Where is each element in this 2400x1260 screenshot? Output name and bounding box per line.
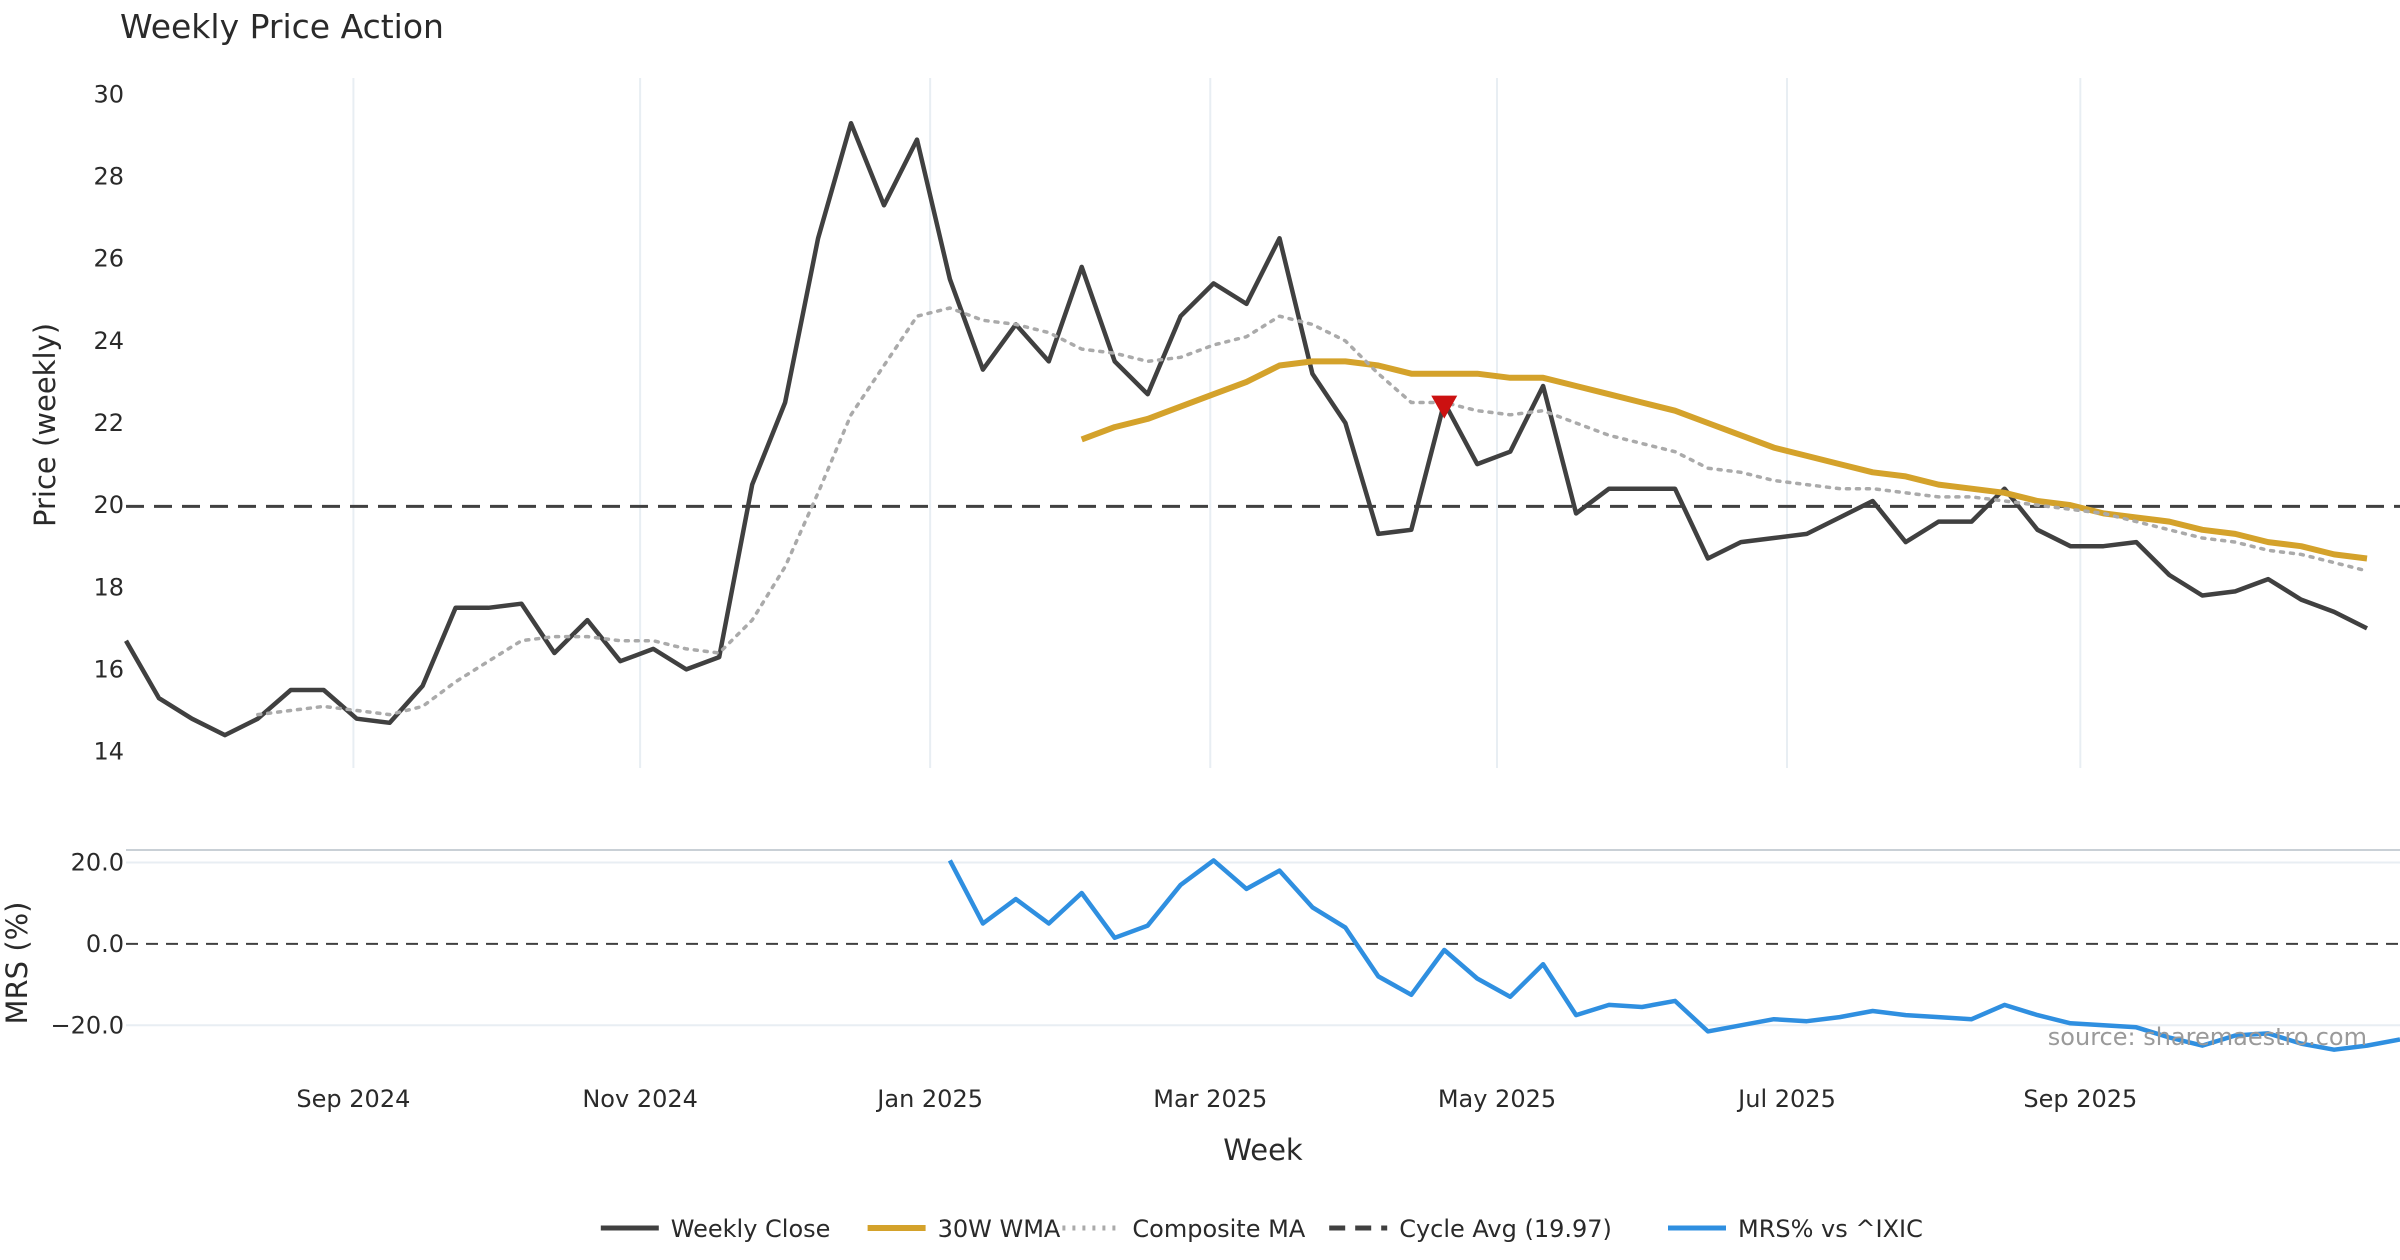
mrs-y-tick-label: 0.0 xyxy=(86,930,124,958)
price-markers xyxy=(1431,395,1458,419)
price-y-tick-label: 22 xyxy=(93,409,124,437)
price-y-tick-label: 20 xyxy=(93,491,124,519)
chart-title: Weekly Price Action xyxy=(120,7,444,46)
series-mrs-vs-ixic xyxy=(947,858,2400,1052)
price-y-tick-label: 24 xyxy=(93,327,124,355)
mrs-panel: 20.0 0.0 −20.0 MRS (%) source: sharemaestr… xyxy=(0,848,2400,1052)
mrs-y-axis-label: MRS (%) xyxy=(0,902,34,1025)
sell-signal-marker xyxy=(1431,395,1458,419)
price-series xyxy=(124,120,2369,738)
series-composite-ma xyxy=(256,306,2369,717)
mrs-y-ticks: 20.0 0.0 −20.0 xyxy=(50,848,124,1039)
mrs-y-tick-label: 20.0 xyxy=(71,848,124,876)
x-tick-label: Sep 2025 xyxy=(2023,1085,2137,1113)
series-weekly-close xyxy=(124,120,2369,738)
x-tick-label: Nov 2024 xyxy=(582,1085,698,1113)
series-30w-wma xyxy=(1080,358,2368,562)
x-axis-label: Week xyxy=(1223,1133,1303,1167)
legend-label-cycle-avg-19-97: Cycle Avg (19.97) xyxy=(1399,1215,1612,1243)
x-tick-label: May 2025 xyxy=(1438,1085,1556,1113)
x-tick-label: Jan 2025 xyxy=(875,1085,983,1113)
price-y-tick-label: 14 xyxy=(93,738,124,766)
legend: Weekly Close 30W WMA Composite MA Cycle Avg… xyxy=(600,1215,1923,1243)
mrs-y-tick-label: −20.0 xyxy=(50,1011,124,1039)
x-axis-ticks: Sep 2024 Nov 2024 Jan 2025 Mar 2025 May 2025… xyxy=(296,1085,2137,1113)
mrs-gridlines xyxy=(126,861,2400,1027)
price-y-ticks: 14 16 18 20 22 24 26 28 30 xyxy=(93,80,124,765)
price-panel: 14 16 18 20 22 24 26 28 30 Price (weekly) xyxy=(28,78,2400,768)
price-y-tick-label: 16 xyxy=(93,655,124,683)
legend-label-30w-wma: 30W WMA xyxy=(938,1215,1061,1243)
x-tick-label: Mar 2025 xyxy=(1153,1085,1267,1113)
mrs-series xyxy=(947,858,2400,1052)
price-y-tick-label: 18 xyxy=(93,573,124,601)
price-y-tick-label: 30 xyxy=(93,80,124,108)
source-note: source: sharemaestro.com xyxy=(2048,1023,2367,1051)
price-y-axis-label: Price (weekly) xyxy=(28,323,62,527)
x-tick-label: Jul 2025 xyxy=(1736,1085,1836,1113)
x-tick-label: Sep 2024 xyxy=(296,1085,410,1113)
legend-label-mrs-vs-ixic: MRS% vs ^IXIC xyxy=(1738,1215,1923,1243)
price-y-tick-label: 28 xyxy=(93,163,124,191)
price-gridlines xyxy=(352,78,2082,768)
legend-label-composite-ma: Composite MA xyxy=(1132,1215,1305,1243)
legend-label-weekly-close: Weekly Close xyxy=(671,1215,831,1243)
price-y-tick-label: 26 xyxy=(93,245,124,273)
